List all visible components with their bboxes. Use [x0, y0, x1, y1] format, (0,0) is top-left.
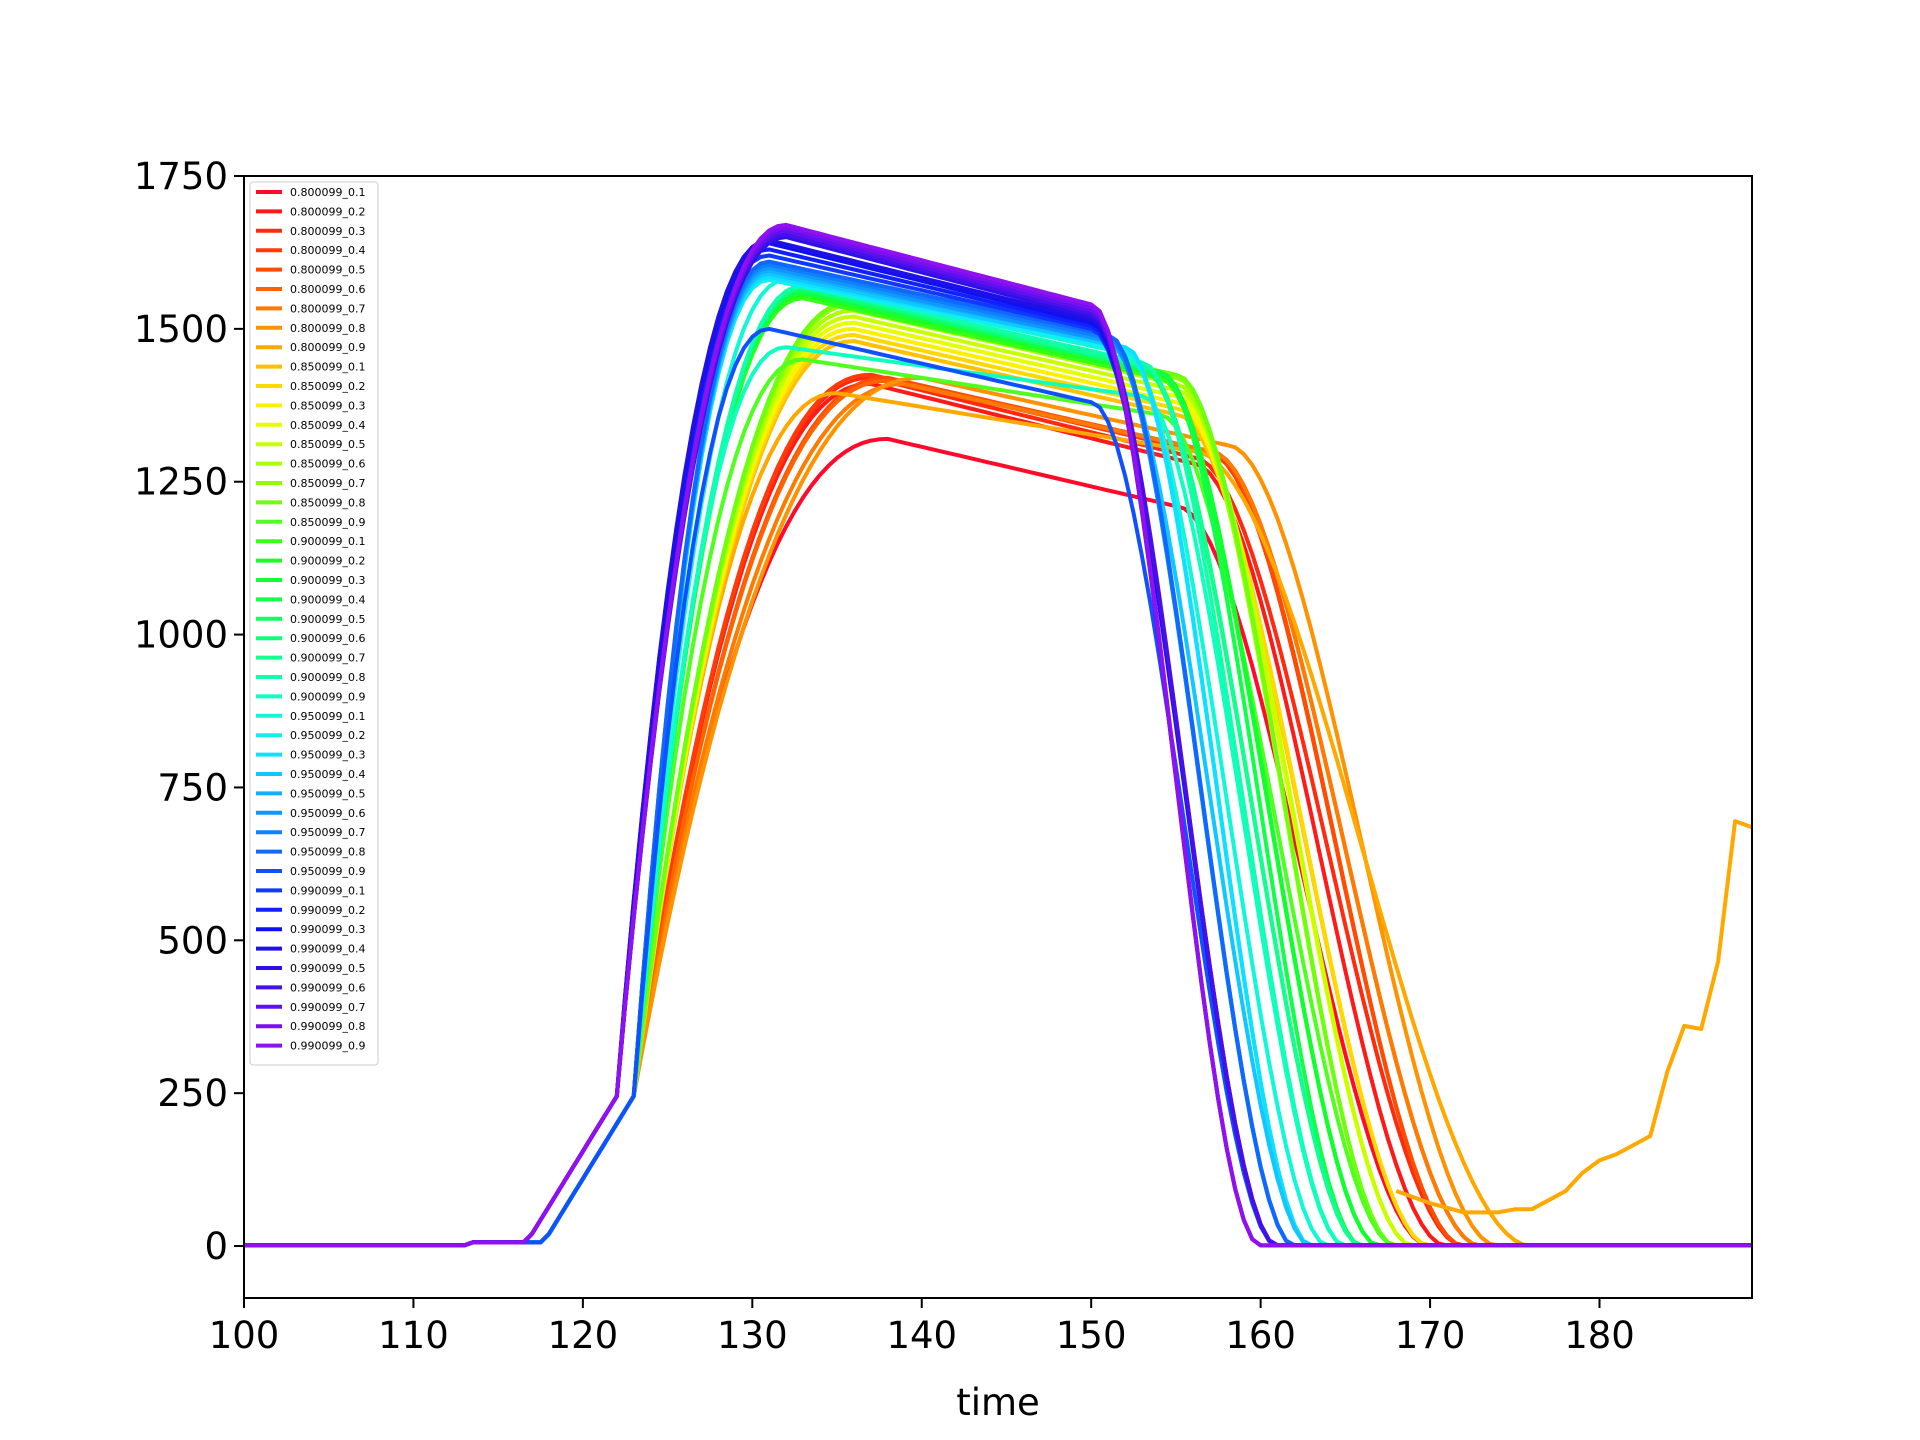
- legend-label: 0.850099_0.4: [290, 419, 365, 432]
- legend-label: 0.800099_0.3: [290, 225, 365, 238]
- legend-label: 0.850099_0.3: [290, 399, 365, 412]
- y-axis-ticks: 0 250 500 750 1000 1250 1500 1750: [134, 155, 244, 1268]
- legend-label: 0.900099_0.7: [290, 652, 365, 665]
- y-tick-label: 0: [204, 1225, 228, 1268]
- legend-label: 0.900099_0.1: [290, 535, 365, 548]
- x-tick-label: 130: [717, 1314, 788, 1357]
- y-tick-label: 1750: [134, 155, 228, 198]
- legend-label: 0.800099_0.9: [290, 341, 365, 354]
- legend-label: 0.950099_0.3: [290, 749, 365, 762]
- legend-label: 0.950099_0.7: [290, 826, 365, 839]
- legend-label: 0.900099_0.4: [290, 593, 365, 606]
- legend-label: 0.900099_0.6: [290, 632, 365, 645]
- legend-label: 0.950099_0.1: [290, 710, 365, 723]
- legend-box: [249, 181, 379, 1066]
- legend-label: 0.800099_0.4: [290, 244, 365, 257]
- legend-label: 0.950099_0.6: [290, 807, 365, 820]
- y-tick-label: 1000: [134, 614, 228, 657]
- x-tick-label: 150: [1056, 1314, 1127, 1357]
- legend-label: 0.990099_0.9: [290, 1040, 365, 1053]
- legend-label: 0.950099_0.2: [290, 729, 365, 742]
- legend-label: 0.990099_0.8: [290, 1020, 365, 1033]
- legend-label: 0.900099_0.2: [290, 555, 365, 568]
- y-tick-label: 250: [157, 1072, 228, 1115]
- legend-label: 0.850099_0.9: [290, 516, 365, 529]
- legend-label: 0.990099_0.5: [290, 962, 365, 975]
- y-tick-label: 1250: [134, 461, 228, 504]
- legend-label: 0.950099_0.8: [290, 846, 365, 859]
- legend-label: 0.990099_0.2: [290, 904, 365, 917]
- legend-label: 0.800099_0.6: [290, 283, 365, 296]
- legend-label: 0.800099_0.1: [290, 186, 365, 199]
- legend-label: 0.900099_0.8: [290, 671, 365, 684]
- x-axis-ticks: 100 110 120 130 140 150 160 170 180: [209, 1298, 1635, 1357]
- legend-label: 0.850099_0.7: [290, 477, 365, 490]
- x-tick-label: 110: [378, 1314, 449, 1357]
- x-tick-label: 100: [209, 1314, 280, 1357]
- legend-label: 0.990099_0.6: [290, 981, 365, 994]
- legend-label: 0.800099_0.2: [290, 205, 365, 218]
- x-tick-label: 180: [1564, 1314, 1635, 1357]
- legend-label: 0.950099_0.4: [290, 768, 365, 781]
- x-tick-label: 140: [886, 1314, 957, 1357]
- legend-label: 0.850099_0.5: [290, 438, 365, 451]
- legend-label: 0.990099_0.3: [290, 923, 365, 936]
- legend-label: 0.950099_0.9: [290, 865, 365, 878]
- y-tick-label: 750: [157, 766, 228, 809]
- legend-label: 0.990099_0.1: [290, 884, 365, 897]
- x-tick-label: 120: [548, 1314, 619, 1357]
- legend-label: 0.850099_0.2: [290, 380, 365, 393]
- x-axis-label: time: [956, 1381, 1040, 1424]
- legend-label: 0.800099_0.7: [290, 302, 365, 315]
- legend-label: 0.950099_0.5: [290, 787, 365, 800]
- series-tail-0.800099_0.9: [1395, 819, 1752, 1215]
- legend-label: 0.990099_0.4: [290, 943, 365, 956]
- legend-label: 0.900099_0.3: [290, 574, 365, 587]
- plot-lines: [244, 222, 1752, 1248]
- y-tick-label: 500: [157, 919, 228, 962]
- legend-label: 0.800099_0.5: [290, 264, 365, 277]
- legend-label: 0.800099_0.8: [290, 322, 365, 335]
- series-line-0.990099_0.9: [244, 222, 1752, 1248]
- x-tick-label: 170: [1395, 1314, 1466, 1357]
- legend-label: 0.990099_0.7: [290, 1001, 365, 1014]
- legend-label: 0.850099_0.8: [290, 496, 365, 509]
- legend: 0.800099_0.1 0.800099_0.2 0.800099_0.3 0.80…: [249, 181, 379, 1066]
- plot-frame: [243, 175, 1753, 1299]
- legend-label: 0.900099_0.5: [290, 613, 365, 626]
- legend-label: 0.850099_0.1: [290, 361, 365, 374]
- x-tick-label: 160: [1225, 1314, 1296, 1357]
- legend-label: 0.850099_0.6: [290, 458, 365, 471]
- legend-label: 0.900099_0.9: [290, 690, 365, 703]
- y-tick-label: 1500: [134, 308, 228, 351]
